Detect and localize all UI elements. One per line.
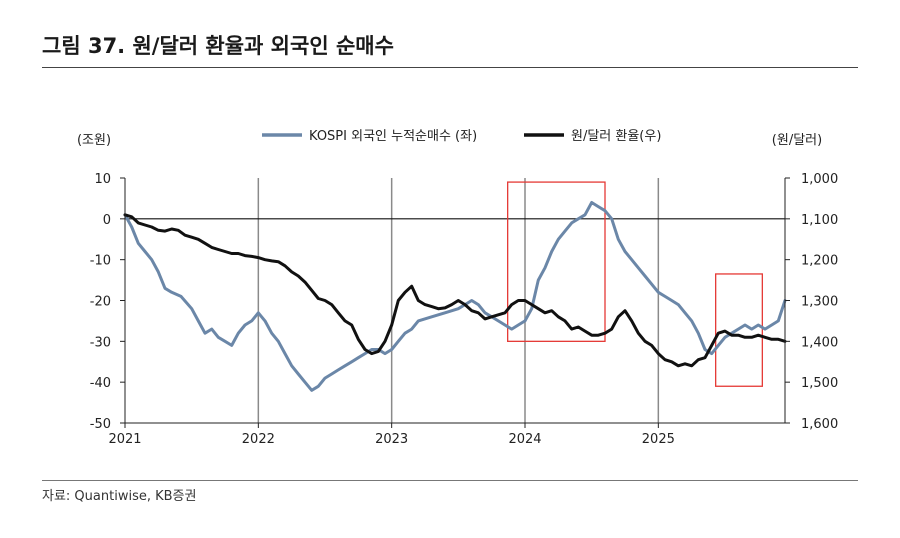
legend-label-kospi: KOSPI 외국인 누적순매수 (좌) xyxy=(309,129,477,144)
annotations xyxy=(507,181,763,387)
left-tick-label-10: 10 xyxy=(94,172,111,187)
right-tick-label-1,300: 1,300 xyxy=(801,295,838,310)
left-axis: 10 0 -10 -20 -30 -40 -50 xyxy=(90,172,785,432)
legend: KOSPI 외국인 누적순매수 (좌) 원/달러 환율(우) xyxy=(262,129,661,144)
left-tick-label-0: 0 xyxy=(103,213,111,228)
right-axis: 1,000 1,100 1,200 1,300 1,400 1,500 1,600 xyxy=(784,172,838,432)
x-tick-label-2021: 2021 xyxy=(108,432,141,447)
highlight-box-2 xyxy=(715,273,763,387)
left-tick-label--30: -30 xyxy=(90,335,111,350)
series xyxy=(123,201,787,392)
right-tick-label-1,100: 1,100 xyxy=(801,213,838,228)
series-line-kospi-foreign xyxy=(123,201,787,392)
right-tick-label-1,000: 1,000 xyxy=(801,172,838,187)
right-tick-label-1,400: 1,400 xyxy=(801,335,838,350)
x-axis: 2021 2022 2023 2024 2025 xyxy=(108,423,675,447)
right-tick-label-1,200: 1,200 xyxy=(801,254,838,269)
series-line-usdkrw xyxy=(123,213,787,368)
left-tick-label--20: -20 xyxy=(90,295,111,310)
x-tick-label-2023: 2023 xyxy=(375,432,408,447)
left-axis-unit: (조원) xyxy=(77,133,111,148)
right-axis-unit: (원/달러) xyxy=(772,133,822,148)
title-divider xyxy=(42,67,858,68)
source-divider xyxy=(42,480,858,481)
x-tick-label-2022: 2022 xyxy=(242,432,275,447)
right-tick-label-1,500: 1,500 xyxy=(801,376,838,391)
right-tick-label-1,600: 1,600 xyxy=(801,417,838,432)
highlight-box-1 xyxy=(507,181,606,342)
left-tick-label--50: -50 xyxy=(90,417,111,432)
legend-label-krw: 원/달러 환율(우) xyxy=(571,129,661,144)
grid xyxy=(125,178,785,423)
figure-title: 그림 37. 원/달러 환율과 외국인 순매수 xyxy=(42,34,394,58)
x-tick-label-2025: 2025 xyxy=(642,432,675,447)
left-tick-label--40: -40 xyxy=(90,376,111,391)
source-note: 자료: Quantiwise, KB증권 xyxy=(42,489,197,504)
left-tick-label--10: -10 xyxy=(90,254,111,269)
x-tick-label-2024: 2024 xyxy=(508,432,541,447)
